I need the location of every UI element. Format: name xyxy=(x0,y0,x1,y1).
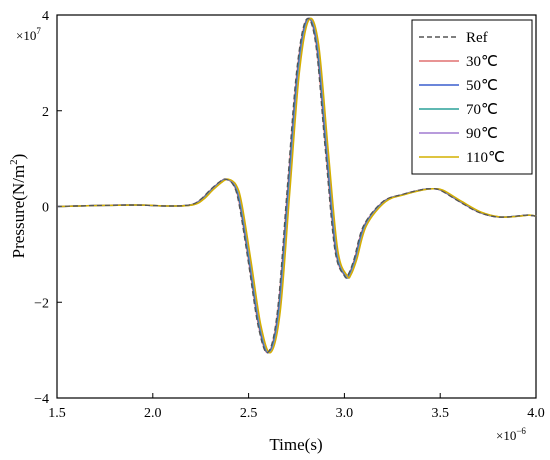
x-tick-label: 2.0 xyxy=(144,406,162,421)
x-tick-label: 3.5 xyxy=(431,406,449,421)
y-tick-label: 0 xyxy=(42,201,49,216)
y-axis-multiplier-exp: 7 xyxy=(36,26,41,36)
x-axis-multiplier-exp: −6 xyxy=(516,426,526,436)
legend: Ref 30℃ 50℃ 70℃ 90℃ 110℃ xyxy=(411,19,533,175)
y-tick-label: 2 xyxy=(42,105,49,120)
y-axis-title: Pressure(N/m2) xyxy=(8,154,28,259)
x-tick-label: 3.0 xyxy=(336,406,354,421)
legend-label: 50℃ xyxy=(466,78,498,94)
series-line-5 xyxy=(59,17,537,354)
legend-box xyxy=(411,19,533,175)
x-axis-title: Time(s) xyxy=(269,435,322,454)
x-tick-label: 4.0 xyxy=(527,406,545,421)
y-axis-title-close: ) xyxy=(9,154,28,160)
y-axis-multiplier: ×107 xyxy=(16,26,41,43)
x-tick-label: 1.5 xyxy=(48,406,66,421)
legend-label: 90℃ xyxy=(466,126,498,142)
x-axis-multiplier: ×10−6 xyxy=(496,426,526,443)
y-tick-label: −4 xyxy=(34,392,49,407)
series-group xyxy=(56,17,537,354)
legend-label: 110℃ xyxy=(466,150,505,166)
y-tick-label: 4 xyxy=(42,9,49,24)
legend-label: Ref xyxy=(466,30,488,46)
x-tick-label: 2.5 xyxy=(240,406,258,421)
legend-label: 70℃ xyxy=(466,102,498,118)
y-axis-title-sup: 2 xyxy=(8,159,20,165)
legend-label: 30℃ xyxy=(466,54,498,70)
y-tick-label: −2 xyxy=(34,296,49,311)
